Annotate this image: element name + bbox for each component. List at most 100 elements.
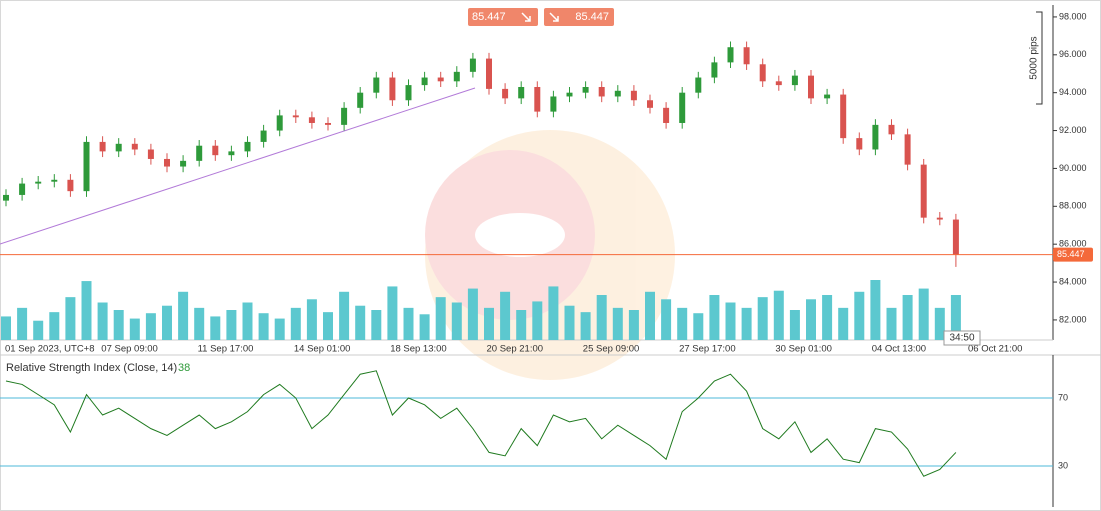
- trend-line: [0, 87, 476, 245]
- candle-body: [952, 219, 959, 255]
- candle-body: [212, 145, 219, 156]
- sell-arrow[interactable]: [521, 12, 531, 22]
- volume-bar: [451, 302, 462, 340]
- candle-body: [3, 194, 9, 201]
- x-tick-label: 01 Sep 2023, UTC+8: [5, 344, 95, 355]
- volume-bar: [548, 286, 559, 340]
- volume-bar: [17, 307, 28, 340]
- sell-button[interactable]: 85.447: [468, 8, 538, 26]
- candle-body: [228, 151, 235, 156]
- candle-body: [180, 160, 187, 167]
- buy-price[interactable]: 85.447: [575, 11, 609, 23]
- volume-bar: [709, 295, 720, 340]
- volume-bar: [419, 314, 430, 340]
- volume-bar: [81, 281, 92, 340]
- rsi-value: 38: [178, 362, 190, 374]
- volume-bar: [564, 305, 575, 340]
- candle-body: [19, 183, 26, 195]
- volume-bar: [854, 291, 865, 340]
- buy-box[interactable]: [544, 8, 614, 26]
- candle-body: [614, 90, 621, 97]
- candle-body: [936, 217, 943, 220]
- volume-bar: [822, 295, 833, 340]
- range-bracket: [1036, 11, 1043, 105]
- volume-bar: [258, 313, 269, 340]
- rsi-line: [5, 370, 957, 477]
- candle-body: [99, 141, 106, 152]
- volume-bar: [902, 295, 913, 340]
- countdown-box: [943, 330, 981, 346]
- candle-body: [647, 100, 653, 108]
- volume-bar: [580, 312, 591, 340]
- volume-bar: [870, 280, 881, 340]
- buy-button[interactable]: 85.447: [544, 8, 614, 26]
- candle-body: [534, 86, 541, 112]
- candle-body: [695, 77, 702, 93]
- volume-bar: [886, 307, 897, 340]
- candle-body: [888, 124, 895, 135]
- volume-bar: [934, 307, 945, 340]
- x-tick-label: 06 Oct 21:00: [968, 344, 1022, 355]
- volume-bar: [596, 295, 607, 340]
- y-tick-label: 92.000: [1059, 125, 1087, 135]
- candle-body: [196, 145, 203, 161]
- y-tick-label: 94.000: [1059, 87, 1087, 97]
- volume-bar: [226, 310, 237, 340]
- volume-bar: [97, 302, 108, 340]
- volume-bar: [677, 307, 688, 340]
- volume-bar: [129, 318, 140, 340]
- price-tag: [1053, 247, 1093, 262]
- y-tick-label: 86.000: [1059, 239, 1087, 249]
- volume-bar: [661, 299, 672, 340]
- watermark-hole: [475, 213, 565, 257]
- volume-bar: [757, 297, 768, 340]
- candle-body: [325, 122, 331, 125]
- volume-bar: [65, 297, 76, 340]
- candle-body: [469, 58, 476, 72]
- sell-box[interactable]: [468, 8, 538, 26]
- candle-body: [727, 47, 734, 63]
- y-tick-label: 82.000: [1059, 314, 1087, 324]
- y-tick-label: 88.000: [1059, 201, 1087, 211]
- candle-body: [518, 86, 525, 99]
- candle-body: [292, 115, 299, 118]
- volume-bar: [306, 299, 317, 340]
- range-label: 5000 pips: [1029, 36, 1040, 79]
- candle-body: [260, 130, 267, 142]
- buy-arrow[interactable]: [549, 12, 559, 22]
- volume-bar: [950, 295, 961, 340]
- volume-bar: [693, 313, 704, 340]
- candle-body: [164, 158, 170, 167]
- candle-body: [67, 179, 74, 192]
- candle-body: [35, 181, 42, 184]
- volume-bar: [162, 305, 172, 340]
- volume-bar: [194, 307, 205, 340]
- candle-body: [791, 75, 798, 86]
- candle-body: [83, 141, 90, 192]
- x-tick-label: 14 Sep 01:00: [294, 344, 351, 355]
- sell-price[interactable]: 85.447: [472, 11, 506, 23]
- candle-body: [759, 64, 766, 82]
- volume-bar: [838, 307, 849, 340]
- volume-bar: [612, 307, 623, 340]
- candle-body: [904, 134, 911, 165]
- volume-bar: [467, 288, 478, 340]
- x-tick-label: 07 Sep 09:00: [101, 344, 158, 355]
- candle-body: [453, 71, 460, 82]
- candle-body: [357, 92, 364, 108]
- candle-body: [147, 149, 154, 159]
- candle-body: [115, 143, 122, 152]
- volume-bar: [1, 316, 11, 340]
- candle-body: [276, 115, 283, 131]
- volume-bar: [741, 307, 752, 340]
- candle-body: [244, 141, 251, 152]
- volume-bar: [339, 291, 350, 340]
- y-tick-label: 96.000: [1059, 49, 1087, 59]
- y-tick-label: 90.000: [1059, 163, 1087, 173]
- volume-bar: [49, 312, 60, 340]
- y-tick-label: 30: [1058, 460, 1068, 470]
- volume-bar: [290, 307, 301, 340]
- x-tick-label: 04 Oct 13:00: [872, 344, 926, 355]
